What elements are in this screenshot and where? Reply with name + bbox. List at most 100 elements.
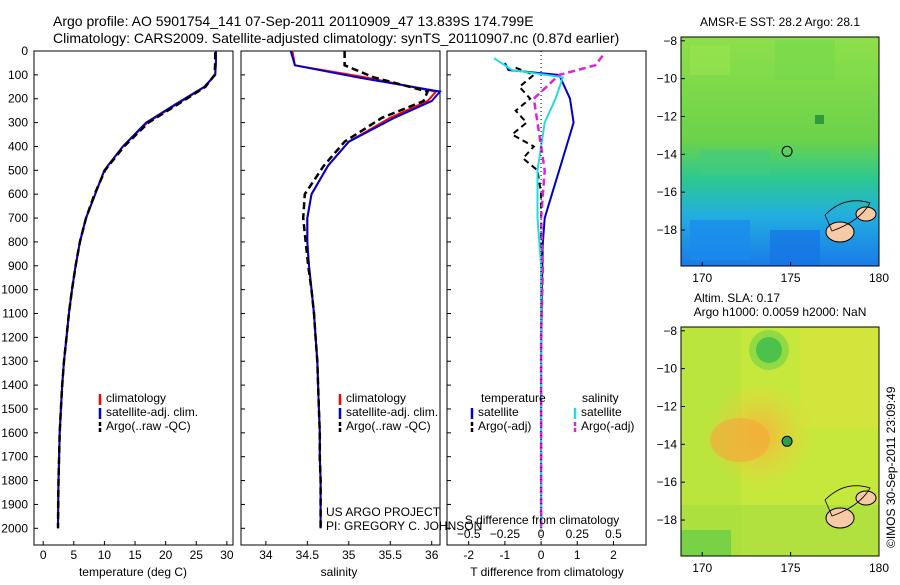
map-x-tick-label: 180	[869, 561, 889, 575]
legend-label: Argo(..raw -QC)	[106, 419, 191, 433]
map-y-tick-label: −10	[657, 72, 678, 86]
s-difference-tick-label: 0	[538, 527, 545, 541]
temperature-x-axis: 0 5 10 15 20 25 30	[40, 541, 234, 562]
series-line-Argo(..raw -QC)	[56, 52, 217, 529]
map-y-tick-label: −16	[657, 475, 678, 489]
difference-panel-frame	[446, 50, 647, 546]
temperature-x-tick-label: 10	[98, 548, 112, 562]
temperature-x-tick-label: 5	[70, 548, 77, 562]
temperature-x-tick-label: 15	[128, 548, 142, 562]
map-y-tick-label: −18	[657, 223, 678, 237]
salinity-x-label: salinity	[321, 565, 358, 579]
temperature-x-label: temperature (deg C)	[79, 565, 187, 579]
depth-tick-label: 400	[8, 139, 28, 153]
depth-axis: 0 100 200 300 400 500 600 700 800 900 1000 1100 1200…	[1, 44, 451, 535]
depth-tick-label: 1900	[1, 497, 28, 511]
map-x-tick-label: 170	[692, 561, 712, 575]
salinity-x-tick-label: 34	[259, 548, 273, 562]
project-annotation: US ARGO PROJECT	[326, 505, 441, 519]
legend-label: satellite-adj. clim.	[106, 405, 198, 419]
sst-map-field	[681, 37, 879, 266]
salinity-panel-frame	[240, 50, 441, 546]
sla-map-field	[681, 327, 879, 556]
series-line-Argo(-adj)	[510, 66, 543, 529]
difference-legend: temperature salinitysatelliteArgo(-adj)sa…	[470, 391, 634, 433]
sla-map-title-2: Argo h1000: 0.0059 h2000: NaN	[694, 305, 867, 319]
depth-tick-label: 1600	[1, 426, 28, 440]
s-difference-tick-label: −0.25	[490, 527, 521, 541]
map-y-tick-label: −12	[657, 109, 678, 123]
legend-label: climatology	[106, 391, 166, 405]
depth-tick-label: 1200	[1, 330, 28, 344]
temperature-x-tick-label: 30	[220, 548, 234, 562]
legend-label: climatology	[346, 391, 406, 405]
legend-label: Argo(..raw -QC)	[346, 419, 431, 433]
salinity-series	[289, 50, 442, 529]
depth-tick-label: 800	[8, 235, 28, 249]
salinity-x-tick-label: 36	[425, 548, 439, 562]
depth-tick-label: 200	[8, 92, 28, 106]
depth-tick-label: 1300	[1, 354, 28, 368]
depth-tick-label: 1100	[2, 307, 28, 321]
depth-tick-label: 1000	[1, 283, 28, 297]
title-line-1: Argo profile: AO 5901754_141 07-Sep-2011…	[53, 13, 534, 29]
legend-label: Argo(-adj)	[581, 419, 634, 433]
legend-label: Argo(-adj)	[478, 419, 531, 433]
t-difference-x-tick-label: -2	[463, 548, 474, 562]
title-line-2: Climatology: CARS2009. Satellite-adjuste…	[53, 30, 619, 46]
t-difference-x-tick-label: -1	[500, 548, 511, 562]
depth-tick-label: 600	[8, 187, 28, 201]
depth-tick-label: 1400	[1, 378, 28, 392]
temperature-x-tick-label: 0	[40, 548, 47, 562]
map-y-tick-label: −14	[657, 147, 678, 161]
sst-map-axes: 170 175 180 −8 −10 −12 −14 −16 −18	[657, 34, 890, 285]
map-x-tick-label: 175	[781, 271, 801, 285]
sst-map-frame	[680, 36, 880, 267]
difference-series	[493, 51, 604, 545]
depth-tick-label: 1500	[1, 402, 28, 416]
sla-map-frame	[680, 326, 880, 557]
temperature-x-tick-label: 25	[190, 548, 204, 562]
map-x-tick-label: 170	[692, 271, 712, 285]
series-line-satellite	[493, 57, 565, 529]
depth-tick-label: 700	[8, 211, 28, 225]
depth-tick-label: 1800	[1, 474, 28, 488]
salinity-x-tick-label: 35.5	[379, 548, 403, 562]
s-difference-tick-label: −0.5	[457, 527, 481, 541]
temperature-series	[56, 51, 217, 529]
t-difference-x-tick-label: 0	[538, 548, 545, 562]
sla-map-axes: 170 175 180 −8 −10 −12 −14 −16 −18	[657, 324, 890, 575]
depth-tick-label: 0	[21, 44, 28, 58]
map-y-tick-label: −18	[657, 513, 678, 527]
s-difference-tick-label: 0.25	[566, 527, 590, 541]
temperature-panel-frame	[33, 50, 234, 546]
imos-timestamp: ©IMOS 30-Sep-2011 23:09:49	[884, 386, 898, 548]
depth-tick-label: 100	[8, 68, 28, 82]
series-line-Argo(..raw -QC)	[301, 51, 430, 529]
map-y-tick-label: −14	[657, 437, 678, 451]
map-y-tick-label: −12	[657, 399, 678, 413]
series-line-climatology	[57, 51, 217, 529]
map-y-tick-label: −16	[657, 185, 678, 199]
depth-tick-label: 1700	[1, 450, 28, 464]
salinity-x-axis: 34 34.5 35 35.5 36	[259, 541, 439, 562]
depth-tick-label: 2000	[1, 521, 28, 535]
map-x-tick-label: 180	[869, 271, 889, 285]
salinity-x-tick-label: 34.5	[296, 548, 320, 562]
map-y-tick-label: −8	[663, 34, 677, 48]
series-line-climatology	[291, 50, 438, 529]
s-difference-label: S difference from climatology	[465, 513, 620, 527]
t-difference-x-label: T difference from climatology	[470, 565, 624, 579]
sst-map-title: AMSR-E SST: 28.2 Argo: 28.1	[700, 15, 860, 29]
difference-x-axis: -2 -1 0 1 2 −0.5 −0.25 0 0.25 0.5	[457, 527, 622, 562]
depth-tick-label: 500	[8, 163, 28, 177]
pi-annotation: PI: GREGORY C. JOHNSON	[326, 519, 482, 533]
s-difference-tick-label: 0.5	[605, 527, 622, 541]
series-line-satellite-adj. clim.	[289, 50, 442, 529]
temperature-x-tick-label: 20	[159, 548, 173, 562]
series-line-Argo(-adj)	[532, 55, 604, 529]
map-y-tick-label: −10	[657, 362, 678, 376]
